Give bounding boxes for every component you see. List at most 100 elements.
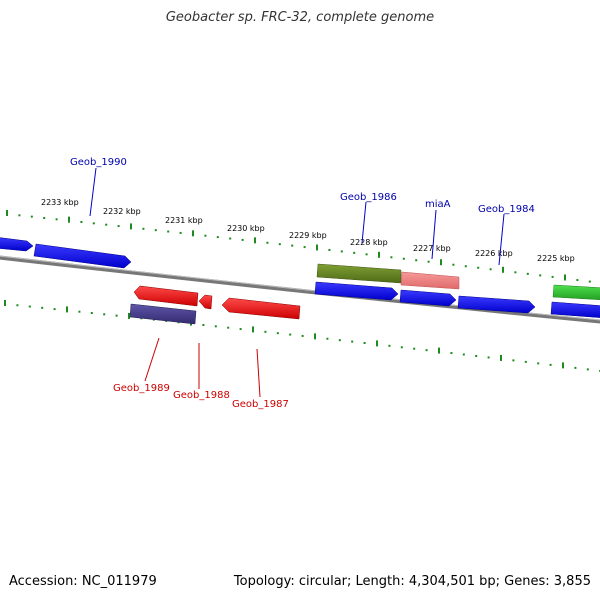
minor-tick [28, 305, 31, 308]
major-tick [128, 312, 130, 319]
minor-tick [524, 360, 527, 363]
gene-arrow[interactable] [552, 284, 600, 300]
minor-tick [276, 332, 279, 335]
gene-label-miaa[interactable]: miaA [425, 199, 451, 210]
minor-tick [216, 236, 219, 239]
gene-labels-forward: Geob_1990 Geob_1986 miaA Geob_1984 [70, 157, 535, 266]
minor-tick [489, 268, 492, 271]
gene-label-geob-1988[interactable]: Geob_1988 [173, 390, 230, 401]
major-tick [4, 300, 6, 306]
minor-tick [328, 248, 331, 251]
minor-tick [539, 274, 542, 277]
minor-tick [413, 347, 416, 350]
minor-tick [526, 272, 529, 275]
minor-tick [477, 266, 480, 269]
minor-tick [549, 363, 552, 366]
leader-line [498, 213, 505, 266]
minor-tick [142, 227, 145, 230]
minor-tick [450, 352, 453, 355]
scale-label: 2228 kbp [350, 238, 388, 247]
minor-tick [475, 354, 478, 357]
major-tick [130, 223, 132, 230]
gene-arrow-geob-1989[interactable] [133, 285, 199, 307]
major-tick [440, 259, 442, 266]
minor-tick [301, 334, 304, 337]
minor-tick [425, 349, 428, 352]
gene-arrow-geob-1990[interactable] [33, 243, 132, 269]
genome-summary: Topology: circular; Length: 4,304,501 bp… [233, 574, 591, 589]
minor-tick [105, 223, 108, 226]
minor-tick [427, 260, 430, 263]
minor-tick [202, 323, 205, 326]
scale-label: 2231 kbp [165, 216, 203, 225]
minor-tick [365, 253, 368, 256]
minor-tick [154, 229, 157, 232]
gene-arrow-geob-1988[interactable] [198, 294, 213, 310]
gene-label-geob-1986[interactable]: Geob_1986 [340, 192, 397, 203]
minor-tick [78, 310, 81, 313]
major-tick [438, 347, 440, 354]
forward-strand-genes [0, 237, 600, 318]
minor-tick [43, 216, 46, 219]
major-tick [6, 210, 8, 216]
minor-tick [388, 344, 391, 347]
minor-tick [464, 265, 467, 268]
gene-label-geob-1984[interactable]: Geob_1984 [478, 204, 535, 215]
scale-label: 2227 kbp [413, 244, 451, 253]
gene-arrow-geob-1987[interactable] [221, 297, 301, 320]
scale-label: 2226 kbp [475, 249, 513, 258]
minor-tick [415, 259, 418, 262]
minor-tick [30, 215, 33, 218]
gene-arrow-geob-1984[interactable] [457, 295, 536, 314]
leader-line [431, 209, 437, 260]
scale-label: 2229 kbp [289, 231, 327, 240]
major-tick [562, 362, 564, 369]
minor-tick [363, 341, 366, 344]
gene-arrow[interactable] [129, 303, 197, 325]
minor-tick [586, 368, 589, 371]
minor-tick [512, 359, 515, 362]
minor-tick [390, 256, 393, 259]
leader-line [144, 337, 160, 382]
minor-tick [537, 362, 540, 365]
gene-arrow[interactable] [550, 301, 600, 318]
minor-tick [92, 222, 95, 225]
major-tick [500, 354, 502, 361]
scale-label: 2232 kbp [103, 207, 141, 216]
minor-tick [462, 353, 465, 356]
minor-tick [167, 230, 170, 233]
minor-tick [90, 312, 93, 315]
major-tick [192, 230, 194, 237]
gene-label-geob-1987[interactable]: Geob_1987 [232, 399, 289, 410]
gene-label-geob-1989[interactable]: Geob_1989 [113, 383, 170, 394]
scale-label: 2230 kbp [227, 224, 265, 233]
major-tick [68, 216, 70, 223]
map-title: Geobacter sp. FRC-32, complete genome [165, 10, 435, 25]
gene-arrow[interactable] [314, 281, 399, 301]
major-tick [502, 266, 504, 273]
minor-tick [117, 225, 120, 228]
minor-tick [115, 314, 118, 317]
minor-tick [291, 244, 294, 247]
major-tick [66, 306, 68, 313]
major-tick [378, 251, 380, 258]
minor-tick [239, 328, 242, 331]
major-tick [564, 274, 566, 281]
gene-arrow-miaa[interactable] [400, 271, 460, 290]
minor-tick [18, 214, 21, 217]
minor-tick [588, 280, 591, 283]
gene-arrow[interactable] [0, 237, 34, 252]
minor-tick [278, 243, 281, 246]
major-tick [316, 244, 318, 251]
minor-tick [452, 263, 455, 266]
minor-tick [514, 271, 517, 274]
gene-labels-reverse: Geob_1989 Geob_1988 Geob_1987 [113, 337, 289, 410]
minor-tick [402, 257, 405, 260]
minor-tick [103, 313, 106, 316]
gene-label-geob-1990[interactable]: Geob_1990 [70, 157, 127, 168]
gene-arrow-geob-1986[interactable] [316, 263, 402, 284]
reverse-strand-genes [129, 285, 301, 325]
minor-tick [351, 340, 354, 343]
gene-arrow[interactable] [399, 289, 457, 307]
